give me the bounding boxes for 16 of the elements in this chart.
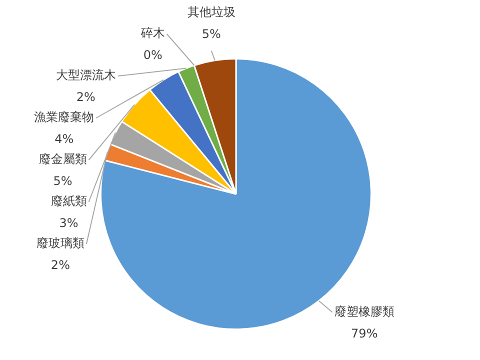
slice-label: 漁業廢棄物	[34, 110, 94, 124]
data-label: 5%	[53, 174, 72, 188]
data-label: 2%	[50, 258, 70, 272]
slice-label: 廢玻璃類	[36, 236, 84, 250]
slice-label: 廢塑橡膠類	[334, 304, 394, 318]
data-label: 2%	[76, 90, 96, 104]
slice-label: 大型漂流木	[56, 68, 116, 82]
text: 0%	[143, 48, 162, 62]
data-label: 3%	[59, 216, 78, 230]
slice-label: 廢金屬類	[38, 152, 87, 166]
slice-label: 其他垃圾	[187, 4, 236, 19]
data-label: 79%	[351, 326, 378, 340]
data-label: 4%	[54, 132, 74, 146]
slice-label: 廢紙類	[50, 194, 87, 208]
data-label: 5%	[202, 26, 221, 41]
category-label: 碎木	[140, 26, 165, 40]
